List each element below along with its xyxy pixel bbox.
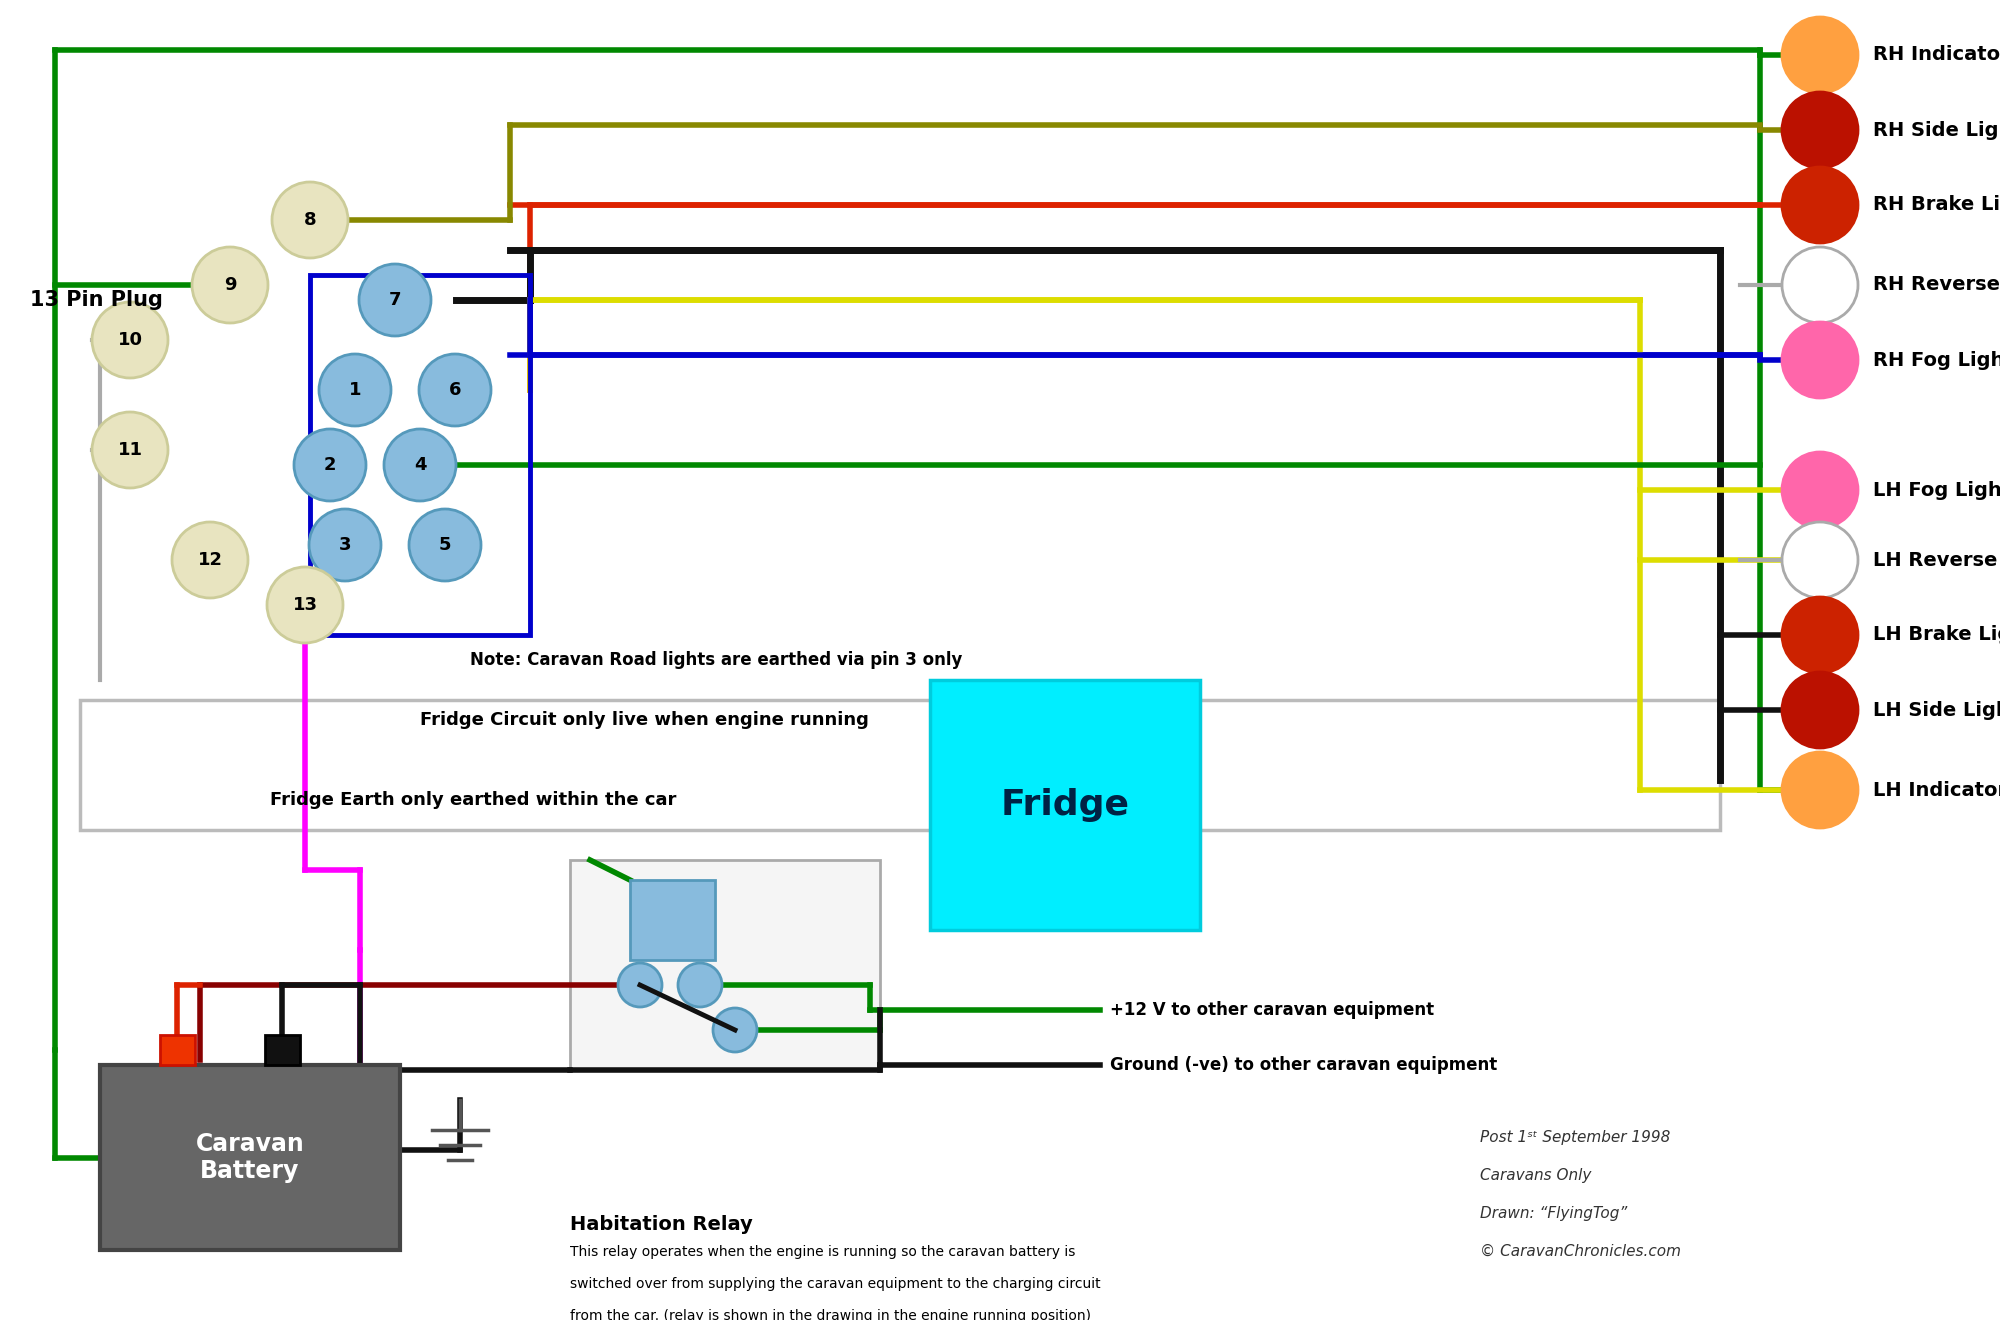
Text: Fridge: Fridge <box>1000 788 1130 822</box>
Text: Habitation Relay: Habitation Relay <box>570 1214 752 1234</box>
Circle shape <box>678 964 722 1007</box>
Text: RH Fog Light: RH Fog Light <box>1872 351 2000 370</box>
Circle shape <box>420 354 492 426</box>
Text: 11: 11 <box>118 441 142 459</box>
Text: 4: 4 <box>414 455 426 474</box>
Text: Note: Caravan Road lights are earthed via pin 3 only: Note: Caravan Road lights are earthed vi… <box>470 651 962 669</box>
Bar <box>80 700 1720 830</box>
Text: RH Indicator: RH Indicator <box>1872 45 2000 65</box>
Text: Post 1ˢᵗ September 1998: Post 1ˢᵗ September 1998 <box>1480 1130 1670 1144</box>
Circle shape <box>320 354 392 426</box>
Text: 12: 12 <box>198 550 222 569</box>
Circle shape <box>384 429 456 502</box>
Text: 5: 5 <box>438 536 452 554</box>
Circle shape <box>294 429 366 502</box>
Text: Fridge Earth only earthed within the car: Fridge Earth only earthed within the car <box>270 791 676 809</box>
Text: 6: 6 <box>448 381 462 399</box>
Text: RH Reverse Light: RH Reverse Light <box>1872 276 2000 294</box>
Bar <box>930 680 1200 931</box>
Circle shape <box>1782 168 1858 243</box>
Text: 9: 9 <box>224 276 236 294</box>
Text: RH Brake Light: RH Brake Light <box>1872 195 2000 214</box>
Bar <box>630 880 716 960</box>
Text: 7: 7 <box>388 290 402 309</box>
Circle shape <box>308 510 380 581</box>
Text: 3: 3 <box>338 536 352 554</box>
Circle shape <box>92 302 168 378</box>
Bar <box>264 1035 300 1065</box>
Circle shape <box>712 1008 756 1052</box>
Text: Fridge Circuit only live when engine running: Fridge Circuit only live when engine run… <box>420 711 868 729</box>
Bar <box>310 275 530 635</box>
Text: RH Side Light: RH Side Light <box>1872 120 2000 140</box>
Text: 8: 8 <box>304 211 316 228</box>
Bar <box>160 1035 196 1065</box>
Circle shape <box>1782 17 1858 92</box>
Text: switched over from supplying the caravan equipment to the charging circuit: switched over from supplying the caravan… <box>570 1276 1100 1291</box>
Text: LH Reverse Light: LH Reverse Light <box>1872 550 2000 569</box>
Circle shape <box>192 247 268 323</box>
Text: Caravans Only: Caravans Only <box>1480 1168 1592 1183</box>
Circle shape <box>1782 451 1858 528</box>
Circle shape <box>1782 92 1858 168</box>
Circle shape <box>1782 322 1858 399</box>
Circle shape <box>618 964 662 1007</box>
Text: 13 Pin Plug: 13 Pin Plug <box>30 290 162 310</box>
Text: LH Brake Light: LH Brake Light <box>1872 626 2000 644</box>
Circle shape <box>272 182 348 257</box>
Text: © CaravanChronicles.com: © CaravanChronicles.com <box>1480 1243 1680 1259</box>
Text: +12 V to other caravan equipment: +12 V to other caravan equipment <box>1110 1001 1434 1019</box>
Circle shape <box>1782 521 1858 598</box>
Circle shape <box>1782 752 1858 828</box>
Circle shape <box>1782 247 1858 323</box>
Circle shape <box>268 568 344 643</box>
Text: LH Side Light: LH Side Light <box>1872 701 2000 719</box>
Circle shape <box>172 521 248 598</box>
Text: This relay operates when the engine is running so the caravan battery is: This relay operates when the engine is r… <box>570 1245 1076 1259</box>
Text: Caravan
Battery: Caravan Battery <box>196 1131 304 1184</box>
Text: from the car. (relay is shown in the drawing in the engine running position): from the car. (relay is shown in the dra… <box>570 1309 1092 1320</box>
Circle shape <box>1782 672 1858 748</box>
Circle shape <box>92 412 168 488</box>
Circle shape <box>410 510 480 581</box>
Bar <box>570 861 880 1071</box>
Text: 2: 2 <box>324 455 336 474</box>
Text: 13: 13 <box>292 597 318 614</box>
Circle shape <box>1782 597 1858 673</box>
Text: Ground (-ve) to other caravan equipment: Ground (-ve) to other caravan equipment <box>1110 1056 1498 1074</box>
Text: LH Indicator: LH Indicator <box>1872 780 2000 800</box>
Text: 1: 1 <box>348 381 362 399</box>
Text: LH Fog Light: LH Fog Light <box>1872 480 2000 499</box>
Circle shape <box>360 264 432 337</box>
Bar <box>100 1065 400 1250</box>
Text: Drawn: “FlyingTog”: Drawn: “FlyingTog” <box>1480 1206 1628 1221</box>
Text: 10: 10 <box>118 331 142 348</box>
